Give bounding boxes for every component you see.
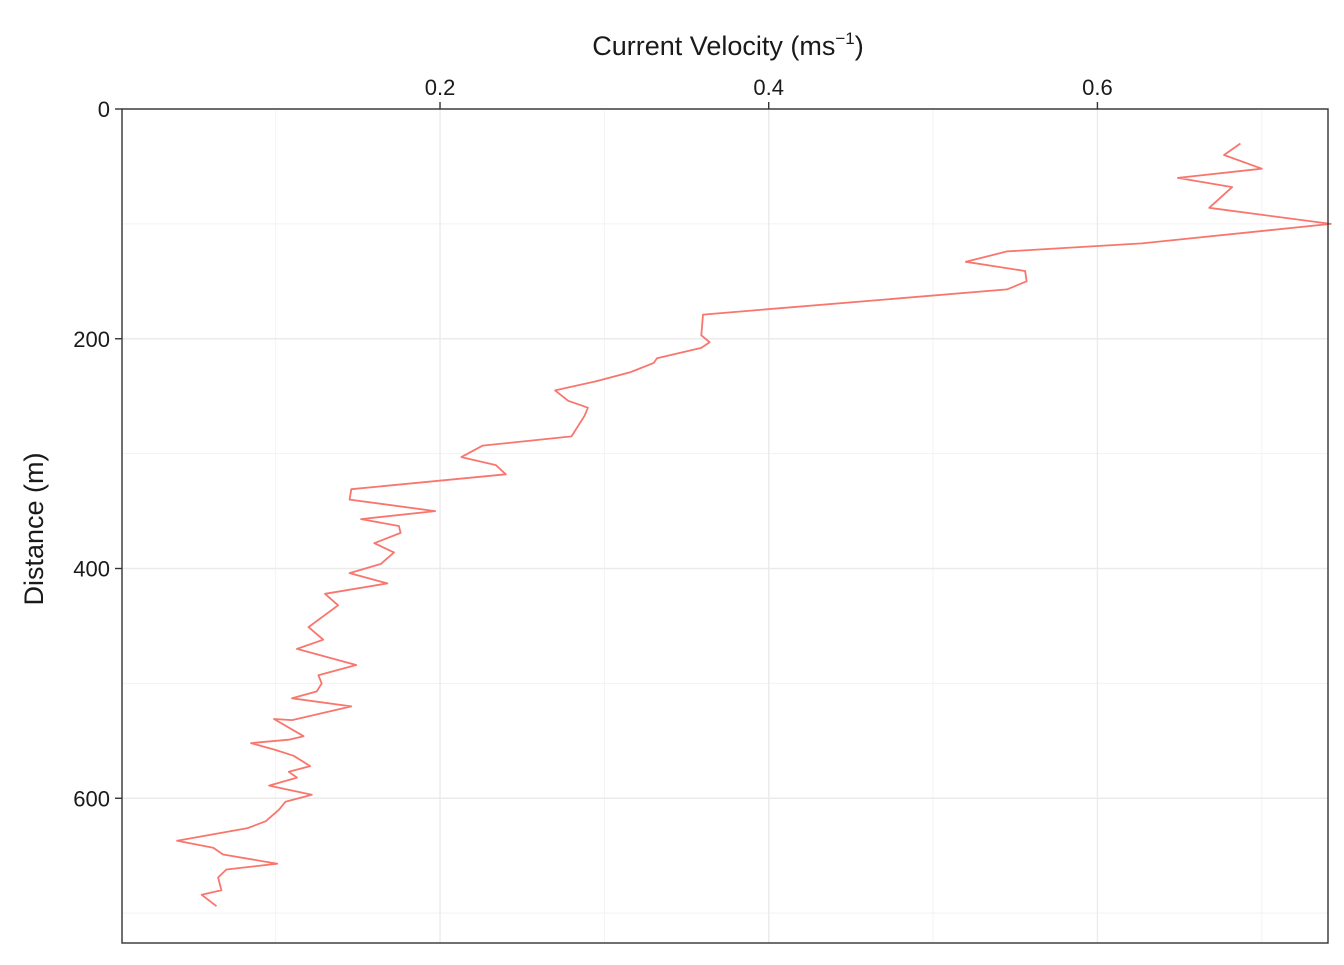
x-axis-title-superscript: −1 [835,29,854,48]
x-tick-label: 0.2 [425,75,456,100]
x-axis-title: Current Velocity (ms−1) [592,29,863,61]
y-axis-ticks: 0 200 400 600 [73,97,122,811]
x-tick-label: 0.4 [753,75,784,100]
x-axis-title-suffix: ) [855,31,864,61]
velocity-profile-line [176,142,1332,907]
y-tick-label: 600 [73,786,110,811]
y-axis-title: Distance (m) [19,452,49,605]
x-axis-title-main: Current Velocity (ms [592,31,835,61]
minor-gridlines [122,109,1328,943]
y-tick-label: 0 [98,97,110,122]
y-tick-label: 400 [73,557,110,582]
x-tick-label: 0.6 [1082,75,1113,100]
series-layer [176,142,1332,907]
y-tick-label: 200 [73,327,110,352]
x-axis-ticks: 0.2 0.4 0.6 [425,75,1113,109]
panel-border [121,108,1329,944]
